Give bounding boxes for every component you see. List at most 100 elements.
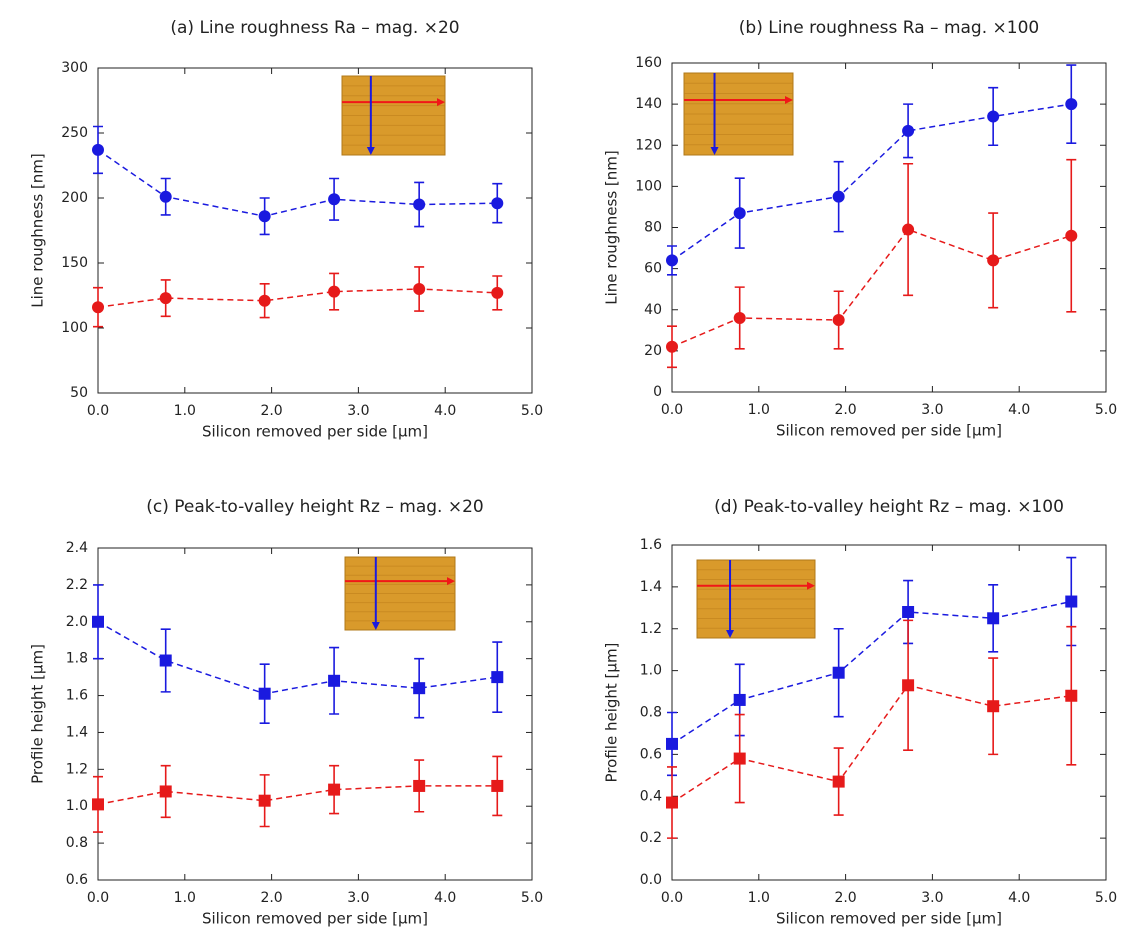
marker <box>733 752 746 765</box>
series-line <box>97 621 498 695</box>
y-tick-label: 200 <box>61 190 88 206</box>
series-line <box>671 103 1072 262</box>
x-tick-label: 3.0 <box>347 403 369 419</box>
marker <box>258 294 271 307</box>
x-tick-label: 5.0 <box>521 890 543 906</box>
x-tick-label: 5.0 <box>1095 402 1117 418</box>
x-tick-label: 1.0 <box>748 402 770 418</box>
panel-title: (c) Peak-to-valley height Rz – mag. ×20 <box>146 497 484 517</box>
y-tick-label: 140 <box>635 96 662 112</box>
marker <box>328 674 341 687</box>
plot-frame <box>97 67 533 394</box>
y-tick-label: 0.8 <box>66 835 88 851</box>
y-tick-label: 1.2 <box>66 761 88 777</box>
marker <box>733 693 746 706</box>
inset-arrowhead <box>366 147 375 155</box>
marker <box>328 783 341 796</box>
y-tick-label: 0.2 <box>640 830 662 846</box>
y-tick-label: 160 <box>635 55 662 71</box>
marker <box>733 207 746 220</box>
marker <box>328 285 341 298</box>
y-tick-label: 100 <box>61 320 88 336</box>
y-tick-label: 0 <box>653 384 662 400</box>
marker <box>666 796 678 809</box>
plot-frame <box>97 547 533 881</box>
x-tick-label: 0.0 <box>661 402 683 418</box>
marker <box>413 682 426 695</box>
series-line <box>671 684 1072 804</box>
series-line <box>671 228 1072 348</box>
inset-arrowhead <box>371 622 380 630</box>
marker <box>159 785 172 798</box>
x-tick-label: 4.0 <box>1008 402 1030 418</box>
marker <box>491 286 504 299</box>
x-tick-label: 3.0 <box>921 890 943 906</box>
y-axis-label: Line roughness [nm] <box>29 153 47 308</box>
y-tick-label: 2.0 <box>66 614 88 630</box>
marker <box>92 301 104 314</box>
marker <box>92 798 104 811</box>
x-tick-label: 3.0 <box>921 402 943 418</box>
y-tick-label: 0.6 <box>66 872 88 888</box>
marker <box>159 292 172 305</box>
series-line <box>671 600 1072 745</box>
y-tick-label: 20 <box>644 343 662 359</box>
series-line <box>97 149 498 217</box>
marker <box>902 606 915 618</box>
panel: (a) Line roughness Ra – mag. ×20 50 100 150… <box>29 18 544 441</box>
marker <box>491 197 504 210</box>
panel: (b) Line roughness Ra – mag. ×100 0 20 40 60… <box>603 18 1118 440</box>
y-tick-label: 100 <box>635 178 662 194</box>
y-tick-label: 80 <box>644 220 662 236</box>
y-tick-label: 250 <box>61 125 88 141</box>
panel-title: (d) Peak-to-valley height Rz – mag. ×100 <box>714 497 1064 517</box>
marker <box>832 190 845 203</box>
marker <box>328 193 341 206</box>
x-tick-label: 1.0 <box>748 890 770 906</box>
x-tick-label: 0.0 <box>661 890 683 906</box>
x-axis-label: Silicon removed per side [μm] <box>202 423 428 441</box>
marker <box>902 679 915 692</box>
marker <box>258 794 271 807</box>
x-tick-label: 2.0 <box>260 890 282 906</box>
x-tick-label: 0.0 <box>87 890 109 906</box>
y-tick-label: 2.2 <box>66 577 88 593</box>
marker <box>92 615 104 628</box>
y-tick-label: 0.0 <box>640 872 662 888</box>
marker <box>832 666 845 679</box>
marker <box>902 124 915 137</box>
y-tick-label: 2.4 <box>66 540 88 556</box>
x-axis-label: Silicon removed per side [μm] <box>776 422 1002 440</box>
marker <box>159 190 172 203</box>
marker <box>987 254 1000 267</box>
series-line <box>97 785 498 806</box>
panel: (c) Peak-to-valley height Rz – mag. ×20 0… <box>29 497 544 928</box>
marker <box>733 311 746 324</box>
y-tick-label: 60 <box>644 261 662 277</box>
y-tick-label: 1.0 <box>640 663 662 679</box>
y-tick-label: 0.8 <box>640 705 662 721</box>
marker <box>987 110 1000 123</box>
inset-arrowhead <box>726 630 735 638</box>
x-tick-label: 1.0 <box>174 890 196 906</box>
marker <box>1065 229 1078 242</box>
marker <box>159 654 172 667</box>
y-tick-label: 50 <box>70 385 88 401</box>
x-tick-label: 4.0 <box>434 403 456 419</box>
marker <box>92 143 104 156</box>
x-tick-label: 2.0 <box>834 402 856 418</box>
y-tick-label: 300 <box>61 60 88 76</box>
marker <box>987 700 1000 713</box>
y-tick-label: 0.4 <box>640 788 662 804</box>
marker <box>987 612 1000 625</box>
marker <box>832 314 845 327</box>
x-tick-label: 0.0 <box>87 403 109 419</box>
y-tick-label: 1.6 <box>66 688 88 704</box>
y-tick-label: 120 <box>635 137 662 153</box>
x-tick-label: 2.0 <box>260 403 282 419</box>
marker <box>666 340 678 353</box>
x-tick-label: 1.0 <box>174 403 196 419</box>
y-tick-label: 1.0 <box>66 798 88 814</box>
marker <box>1065 595 1078 608</box>
